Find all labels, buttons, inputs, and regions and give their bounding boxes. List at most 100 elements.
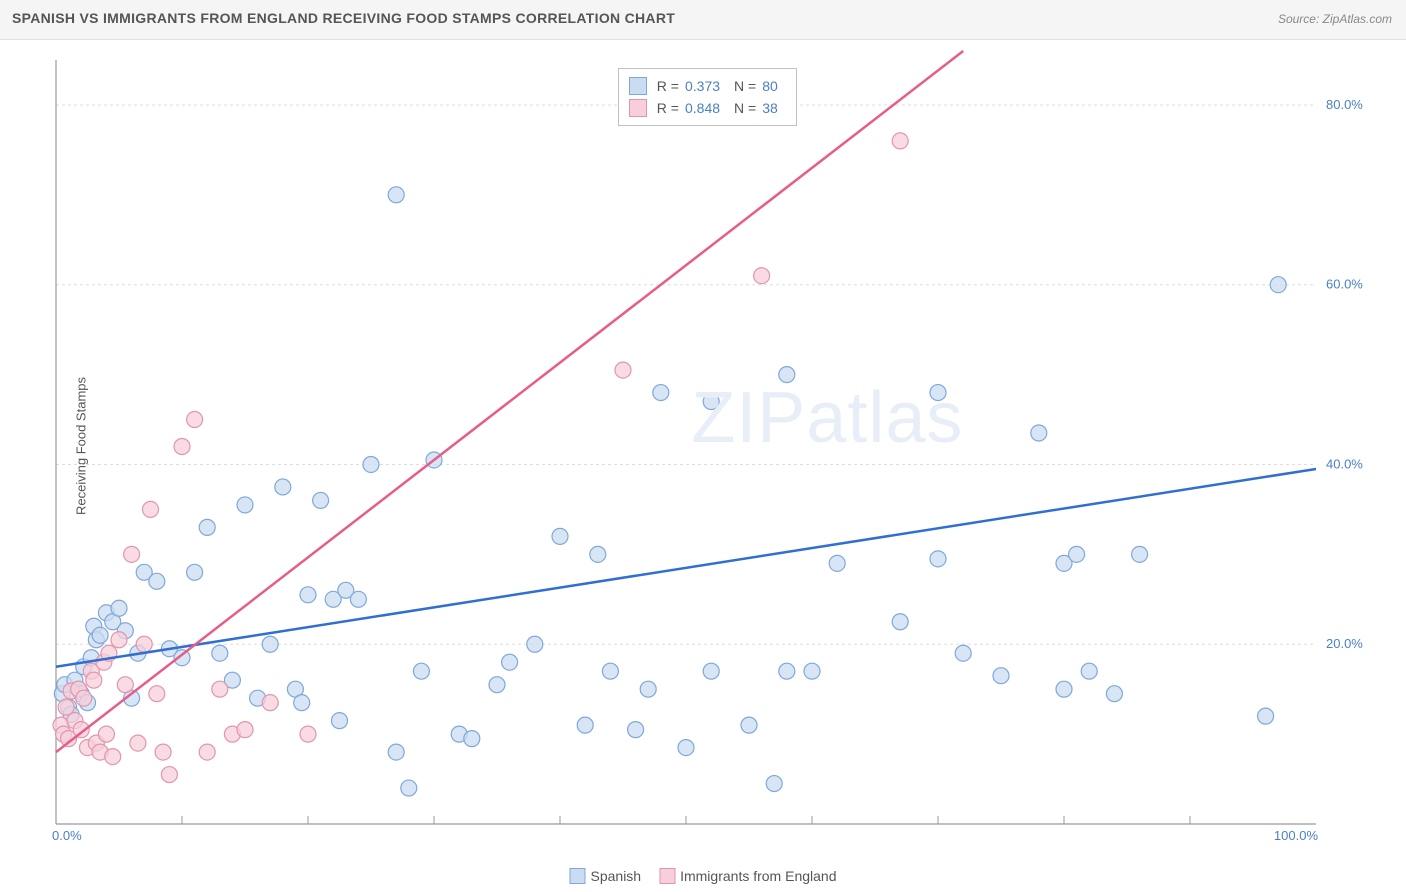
data-point (401, 780, 417, 796)
data-point (332, 713, 348, 729)
legend-item: Spanish (570, 868, 642, 884)
y-tick-label: 60.0% (1326, 277, 1363, 292)
data-point (143, 501, 159, 517)
stats-n-label: N = (734, 100, 756, 116)
data-point (300, 726, 316, 742)
stats-swatch (629, 99, 647, 117)
data-point (136, 636, 152, 652)
data-point (766, 776, 782, 792)
data-point (930, 551, 946, 567)
legend-label: Immigrants from England (680, 868, 836, 884)
data-point (602, 663, 618, 679)
data-point (161, 767, 177, 783)
data-point (464, 731, 480, 747)
data-point (149, 573, 165, 589)
x-tick-label: 0.0% (52, 828, 82, 842)
data-point (92, 627, 108, 643)
y-tick-label: 40.0% (1326, 456, 1363, 471)
data-point (313, 492, 329, 508)
data-point (1081, 663, 1097, 679)
data-point (741, 717, 757, 733)
data-point (590, 546, 606, 562)
data-point (237, 497, 253, 513)
data-point (155, 744, 171, 760)
data-point (105, 749, 121, 765)
data-point (640, 681, 656, 697)
data-point (86, 672, 102, 688)
data-point (892, 614, 908, 630)
data-point (388, 744, 404, 760)
data-point (892, 133, 908, 149)
chart-title: SPANISH VS IMMIGRANTS FROM ENGLAND RECEI… (12, 10, 675, 26)
stats-r-label: R = (657, 100, 679, 116)
stats-swatch (629, 77, 647, 95)
data-point (829, 555, 845, 571)
data-point (754, 268, 770, 284)
data-point (489, 677, 505, 693)
data-point (615, 362, 631, 378)
data-point (955, 645, 971, 661)
data-point (779, 663, 795, 679)
data-point (1132, 546, 1148, 562)
data-point (130, 735, 146, 751)
stats-row: R = 0.373N = 80 (629, 75, 786, 97)
data-point (1258, 708, 1274, 724)
data-point (1031, 425, 1047, 441)
y-tick-label: 20.0% (1326, 636, 1363, 651)
data-point (363, 456, 379, 472)
data-point (294, 695, 310, 711)
data-point (237, 722, 253, 738)
scatter-chart-svg: 20.0% 40.0% 60.0% 80.0% 0.0% 100.0% (50, 40, 1386, 842)
data-point (262, 695, 278, 711)
data-point (199, 744, 215, 760)
data-point (703, 394, 719, 410)
data-point (628, 722, 644, 738)
data-point (930, 385, 946, 401)
data-point (502, 654, 518, 670)
data-point (993, 668, 1009, 684)
data-point (187, 564, 203, 580)
data-point (111, 632, 127, 648)
chart-source: Source: ZipAtlas.com (1278, 12, 1392, 26)
legend-swatch (570, 868, 586, 884)
data-point (76, 690, 92, 706)
data-point (149, 686, 165, 702)
data-point (98, 726, 114, 742)
data-point (111, 600, 127, 616)
data-point (124, 546, 140, 562)
data-point (117, 677, 133, 693)
legend-swatch (659, 868, 675, 884)
data-point (653, 385, 669, 401)
data-point (174, 438, 190, 454)
data-point (577, 717, 593, 733)
stats-r-label: R = (657, 78, 679, 94)
chart-header: SPANISH VS IMMIGRANTS FROM ENGLAND RECEI… (0, 0, 1406, 40)
stats-n-value: 38 (762, 100, 778, 116)
data-point (1069, 546, 1085, 562)
x-tick-label: 100.0% (1274, 828, 1319, 842)
data-point (703, 663, 719, 679)
data-point (1270, 277, 1286, 293)
y-tick-label: 80.0% (1326, 97, 1363, 112)
chart-area: 20.0%40.0%60.0%80.0%0.0%100.0% ZIPatlas … (50, 40, 1386, 842)
legend-bottom: Spanish Immigrants from England (570, 868, 837, 884)
data-point (187, 412, 203, 428)
correlation-stats-box: R = 0.373N = 80R = 0.848N = 38 (618, 68, 797, 126)
data-point (212, 681, 228, 697)
data-point (678, 740, 694, 756)
trend-line (56, 51, 963, 752)
stats-n-value: 80 (762, 78, 778, 94)
data-point (552, 528, 568, 544)
data-point (262, 636, 278, 652)
stats-row: R = 0.848 N = 38 (629, 97, 786, 119)
data-point (1106, 686, 1122, 702)
chart-container: SPANISH VS IMMIGRANTS FROM ENGLAND RECEI… (0, 0, 1406, 892)
data-point (804, 663, 820, 679)
legend-item: Immigrants from England (659, 868, 836, 884)
data-point (779, 367, 795, 383)
data-point (1056, 681, 1072, 697)
data-point (413, 663, 429, 679)
legend-label: Spanish (591, 868, 642, 884)
data-point (388, 187, 404, 203)
stats-r-value: 0.848 (685, 100, 720, 116)
